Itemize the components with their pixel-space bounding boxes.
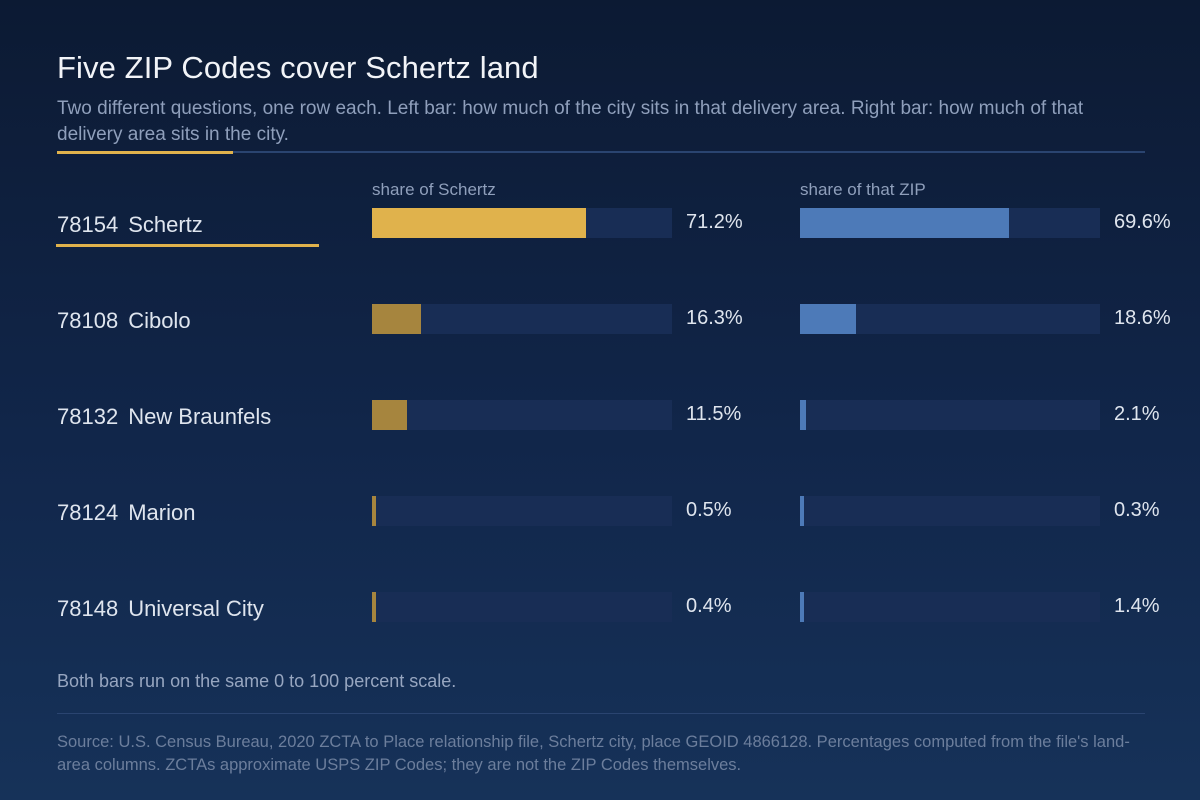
place-name: Schertz xyxy=(128,212,203,237)
share-of-city-bar xyxy=(372,592,376,622)
source-note: Source: U.S. Census Bureau, 2020 ZCTA to… xyxy=(57,733,1130,774)
zip-code: 78154 xyxy=(57,212,119,237)
share-of-city-value: 16.3% xyxy=(686,307,743,329)
share-of-city-track xyxy=(372,208,672,238)
left-column-header: share of Schertz xyxy=(372,180,496,199)
share-of-city-track xyxy=(372,496,672,526)
share-of-city-bar xyxy=(372,304,421,334)
share-of-zip-track xyxy=(800,400,1100,430)
share-of-zip-value: 18.6% xyxy=(1114,307,1171,329)
scale-note: Both bars run on the same 0 to 100 perce… xyxy=(57,671,457,691)
header-divider xyxy=(57,151,1145,153)
share-of-city-value: 11.5% xyxy=(686,403,742,425)
row-label[interactable]: 78108 Cibolo xyxy=(57,308,191,334)
footer-divider xyxy=(57,713,1145,714)
share-of-zip-bar xyxy=(800,496,804,526)
share-of-zip-bar xyxy=(800,304,856,334)
share-of-city-value: 0.5% xyxy=(686,499,732,521)
place-name: Cibolo xyxy=(128,308,191,333)
chart-subtitle: Two different questions, one row each. L… xyxy=(57,98,1084,145)
share-of-city-track xyxy=(372,592,672,622)
share-of-city-bar xyxy=(372,400,407,430)
share-of-zip-value: 2.1% xyxy=(1114,403,1160,425)
share-of-city-value: 0.4% xyxy=(686,595,732,617)
selected-row-underline xyxy=(56,244,319,247)
row-label[interactable]: 78154 Schertz xyxy=(57,212,203,238)
share-of-zip-track xyxy=(800,592,1100,622)
zip-code: 78148 xyxy=(57,596,119,621)
share-of-zip-track xyxy=(800,304,1100,334)
share-of-city-value: 71.2% xyxy=(686,211,743,233)
share-of-zip-value: 0.3% xyxy=(1114,499,1160,521)
share-of-city-track xyxy=(372,304,672,334)
chart-title: Five ZIP Codes cover Schertz land xyxy=(57,50,539,85)
share-of-zip-value: 69.6% xyxy=(1114,211,1171,233)
share-of-city-bar xyxy=(372,208,586,238)
place-name: New Braunfels xyxy=(128,404,272,429)
share-of-zip-bar xyxy=(800,208,1009,238)
share-of-zip-track xyxy=(800,496,1100,526)
row-label[interactable]: 78132 New Braunfels xyxy=(57,404,271,430)
row-label[interactable]: 78124 Marion xyxy=(57,500,195,526)
share-of-zip-bar xyxy=(800,592,804,622)
share-of-zip-track xyxy=(800,208,1100,238)
share-of-zip-value: 1.4% xyxy=(1114,595,1160,617)
zip-code: 78108 xyxy=(57,308,119,333)
place-name: Marion xyxy=(128,500,196,525)
place-name: Universal City xyxy=(128,596,264,621)
share-of-city-bar xyxy=(372,496,376,526)
share-of-city-track xyxy=(372,400,672,430)
zip-code: 78132 xyxy=(57,404,119,429)
row-label[interactable]: 78148 Universal City xyxy=(57,596,264,622)
right-column-header: share of that ZIP xyxy=(800,180,926,199)
share-of-zip-bar xyxy=(800,400,806,430)
zip-code: 78124 xyxy=(57,500,119,525)
header-accent-bar xyxy=(57,151,233,154)
